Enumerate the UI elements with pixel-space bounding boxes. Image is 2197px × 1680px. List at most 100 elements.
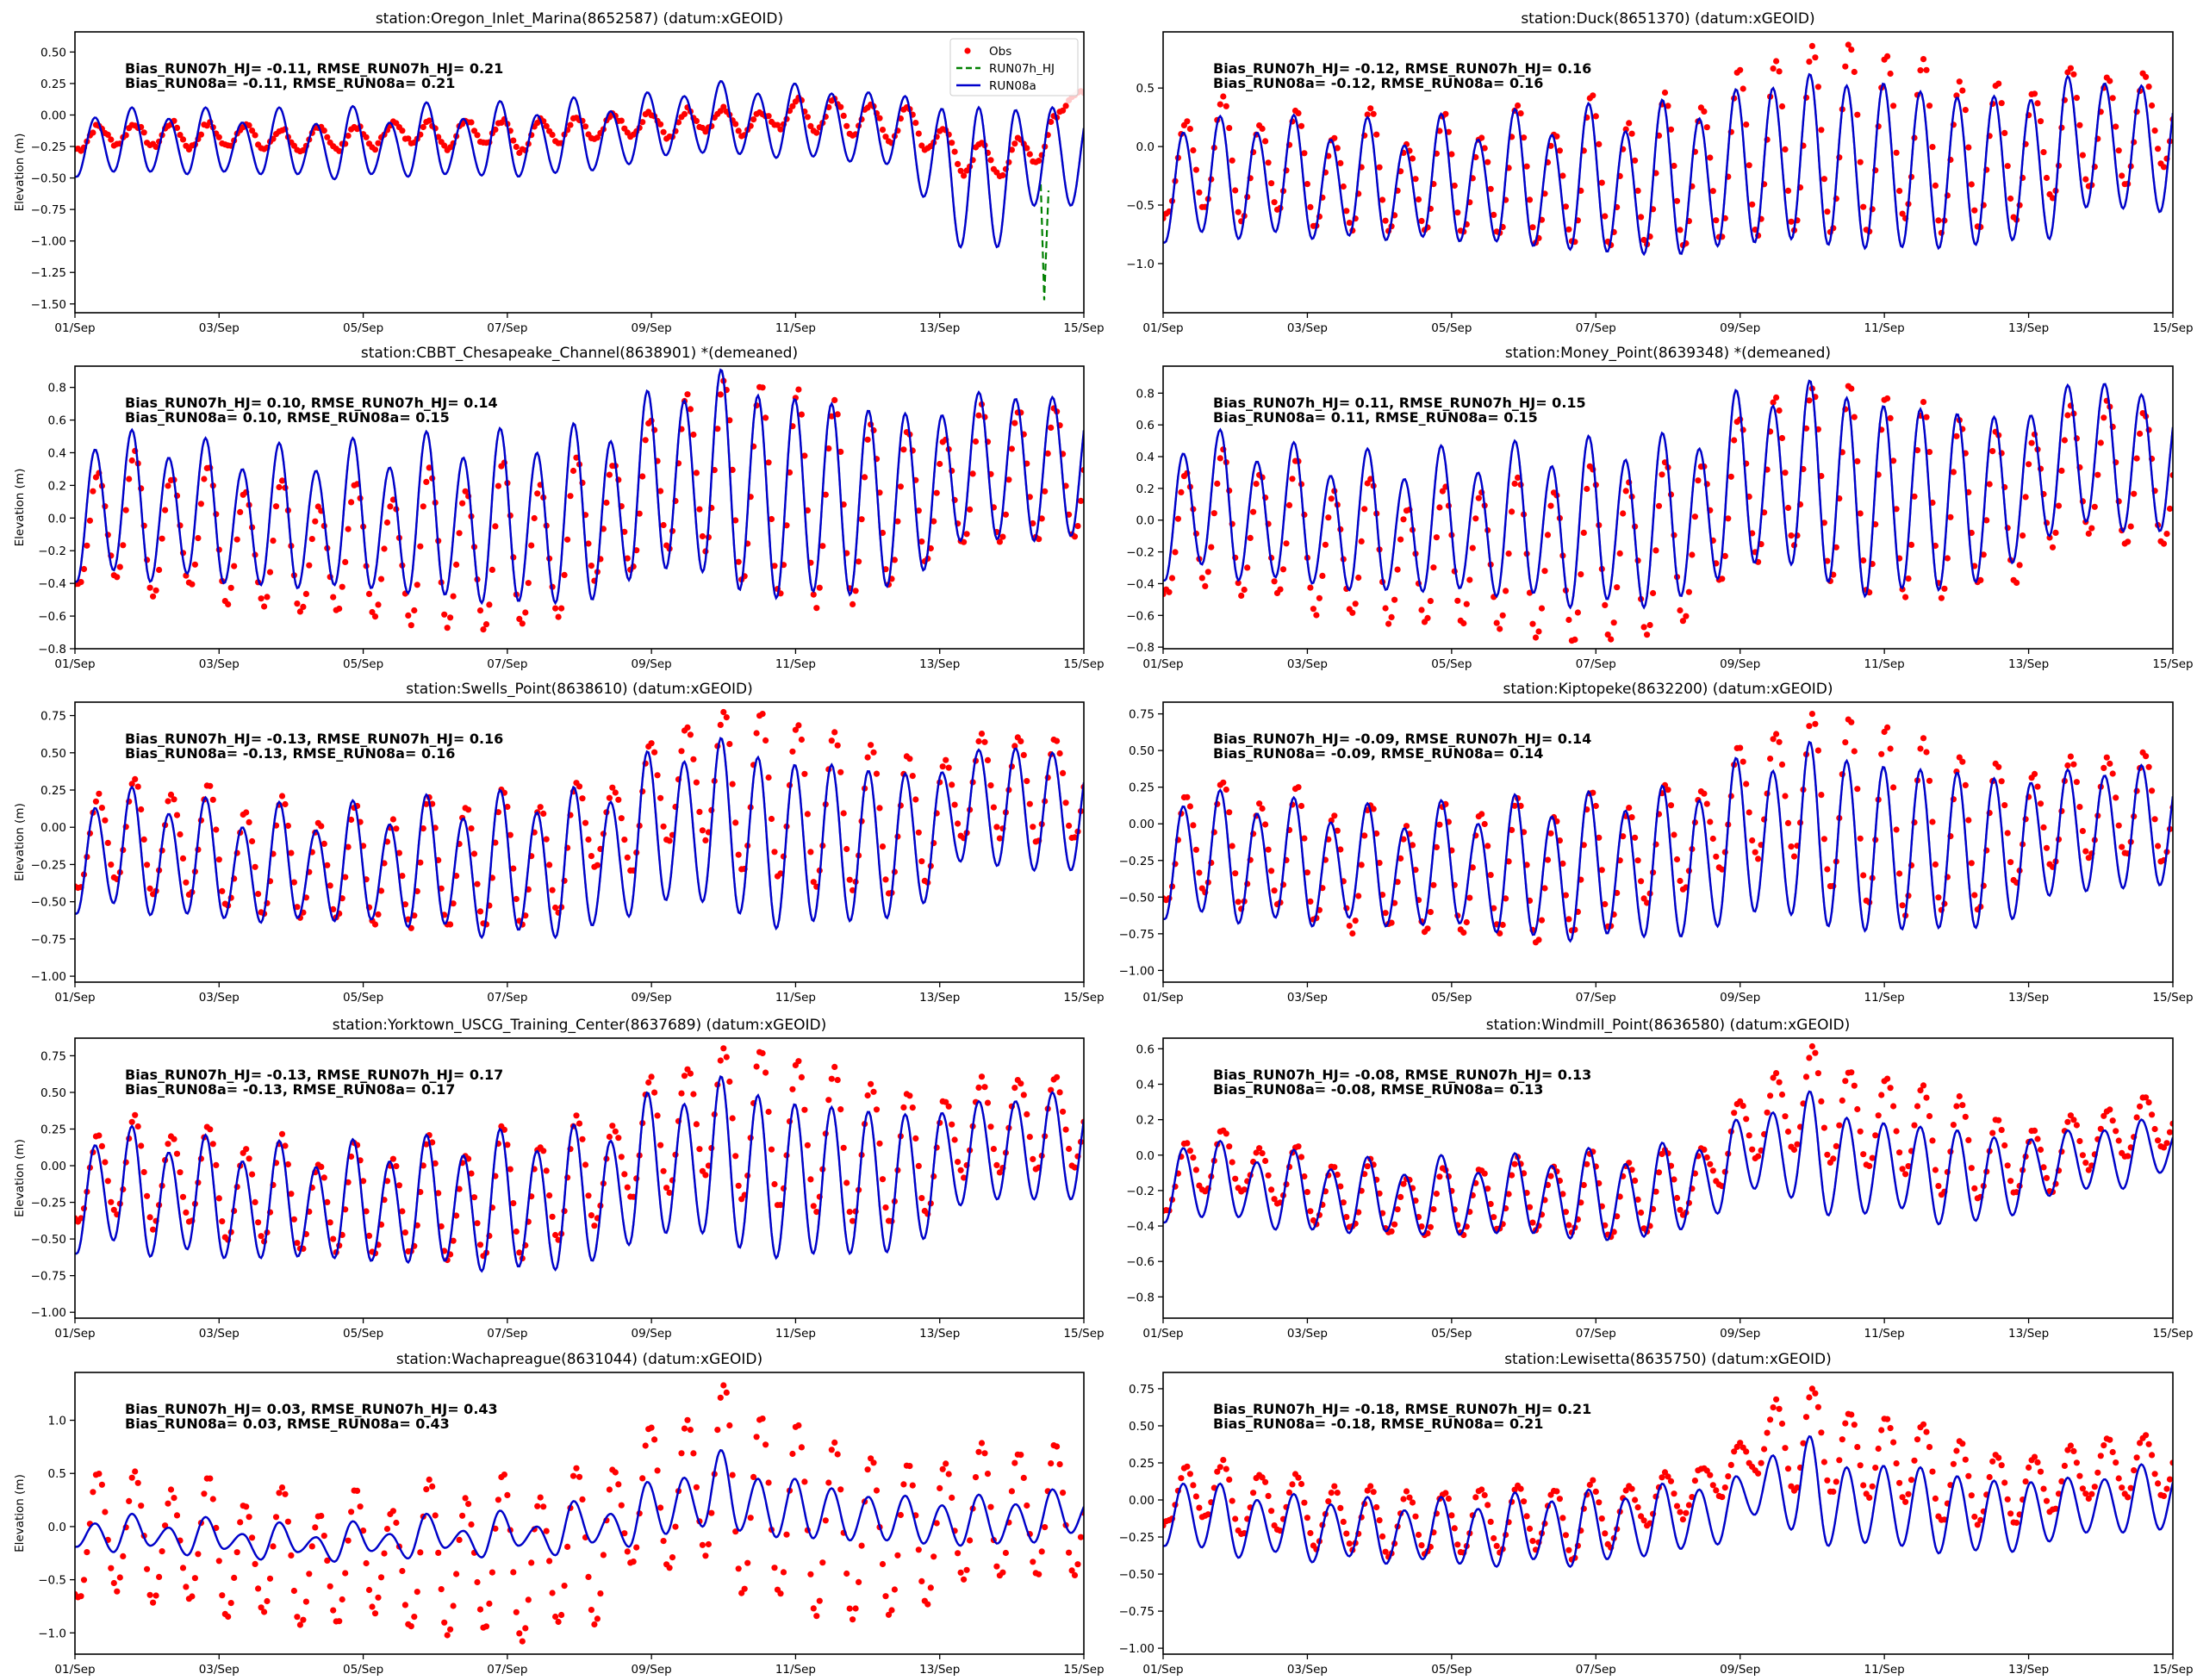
- obs-point: [1926, 449, 1933, 456]
- obs-point: [1673, 1194, 1681, 1202]
- obs-point: [1737, 66, 1744, 73]
- obs-point: [909, 773, 916, 780]
- obs-point: [684, 391, 691, 398]
- obs-point: [1884, 53, 1891, 59]
- obs-point: [104, 131, 111, 138]
- y-tick-label: −0.5: [1126, 199, 1155, 213]
- obs-point: [1487, 1200, 1494, 1208]
- obs-point: [1971, 207, 1978, 214]
- x-tick-label: 13/Sep: [2008, 1663, 2049, 1677]
- obs-point: [846, 1209, 853, 1216]
- obs-point: [1491, 1214, 1497, 1221]
- obs-point: [383, 1178, 391, 1185]
- obs-point: [2115, 822, 2122, 829]
- obs-point: [197, 501, 204, 507]
- obs-point: [2094, 471, 2101, 478]
- obs-point: [450, 1602, 457, 1609]
- y-tick-label: −1.50: [31, 298, 66, 312]
- obs-point: [693, 117, 700, 124]
- obs-point: [594, 134, 601, 141]
- run08a-line: [75, 1448, 1084, 1563]
- obs-point: [1980, 551, 1987, 558]
- obs-point: [594, 1615, 601, 1622]
- obs-point: [249, 1171, 256, 1178]
- obs-series: [1163, 1385, 2173, 1563]
- y-axis-label: Elevation (m): [13, 134, 27, 212]
- obs-point: [282, 800, 289, 808]
- obs-point: [183, 1584, 190, 1590]
- obs-point: [1328, 1490, 1335, 1496]
- obs-point: [1499, 612, 1506, 619]
- obs-point: [894, 1552, 901, 1559]
- obs-point: [2166, 1476, 2173, 1483]
- obs-point: [150, 593, 157, 600]
- obs-point: [258, 1604, 265, 1611]
- obs-point: [549, 887, 556, 893]
- obs-point: [465, 1155, 472, 1162]
- obs-point: [468, 1170, 475, 1177]
- obs-point: [1062, 800, 1069, 806]
- obs-point: [1689, 551, 1696, 558]
- obs-point: [657, 1142, 664, 1148]
- obs-point: [393, 1519, 400, 1527]
- obs-point: [1782, 470, 1789, 476]
- obs-point: [1905, 576, 1912, 582]
- legend-marker-obs: [964, 47, 971, 54]
- obs-point: [2026, 1464, 2032, 1471]
- obs-point: [1820, 836, 1827, 843]
- obs-point: [1074, 1561, 1081, 1568]
- obs-point: [699, 1541, 706, 1548]
- obs-point: [858, 516, 865, 523]
- x-tick-label: 09/Sep: [1720, 991, 1760, 1005]
- y-tick-label: −0.6: [38, 610, 66, 624]
- obs-point: [1048, 1460, 1055, 1467]
- obs-point: [1814, 1070, 1821, 1077]
- obs-point: [1265, 846, 1272, 853]
- obs-point: [1872, 1465, 1879, 1472]
- obs-point: [1622, 1487, 1629, 1494]
- obs-point: [690, 1091, 697, 1098]
- obs-point: [1740, 1103, 1746, 1110]
- obs-point: [1911, 493, 1918, 500]
- obs-point: [894, 518, 901, 525]
- obs-point: [510, 865, 517, 872]
- obs-point: [573, 454, 580, 461]
- x-tick-label: 09/Sep: [632, 1663, 672, 1677]
- obs-point: [1044, 450, 1051, 457]
- obs-point: [660, 1167, 667, 1174]
- obs-point: [2133, 455, 2140, 462]
- obs-point: [699, 532, 706, 540]
- obs-point: [768, 515, 775, 523]
- x-tick-label: 15/Sep: [2152, 1663, 2193, 1677]
- y-tick-label: 0.2: [1136, 1114, 1155, 1128]
- obs-point: [516, 1630, 523, 1637]
- obs-point: [753, 730, 760, 737]
- obs-point: [462, 488, 469, 495]
- obs-point: [489, 566, 496, 574]
- obs-point: [1388, 613, 1395, 621]
- y-tick-label: 0.8: [1136, 387, 1155, 401]
- obs-point: [762, 1069, 769, 1076]
- obs-point: [1289, 1481, 1296, 1488]
- plot-area: [75, 368, 1084, 633]
- obs-point: [1959, 1440, 1966, 1447]
- obs-point: [2137, 1440, 2144, 1447]
- obs-point: [1998, 1462, 2005, 1469]
- obs-point: [1887, 1425, 1894, 1432]
- obs-point: [1673, 856, 1681, 863]
- obs-point: [1062, 103, 1069, 109]
- obs-point: [1232, 1175, 1239, 1182]
- obs-point: [2004, 1496, 2011, 1503]
- obs-point: [1409, 842, 1416, 849]
- obs-point: [1211, 510, 1217, 517]
- obs-point: [1008, 1488, 1015, 1495]
- obs-point: [1860, 872, 1867, 879]
- obs-point: [501, 1126, 508, 1133]
- obs-point: [1950, 1460, 1957, 1467]
- obs-point: [2109, 1448, 2116, 1456]
- obs-point: [1890, 1439, 1897, 1446]
- obs-point: [546, 862, 553, 868]
- obs-point: [327, 1219, 333, 1226]
- obs-point: [96, 1471, 103, 1478]
- obs-point: [1503, 895, 1509, 902]
